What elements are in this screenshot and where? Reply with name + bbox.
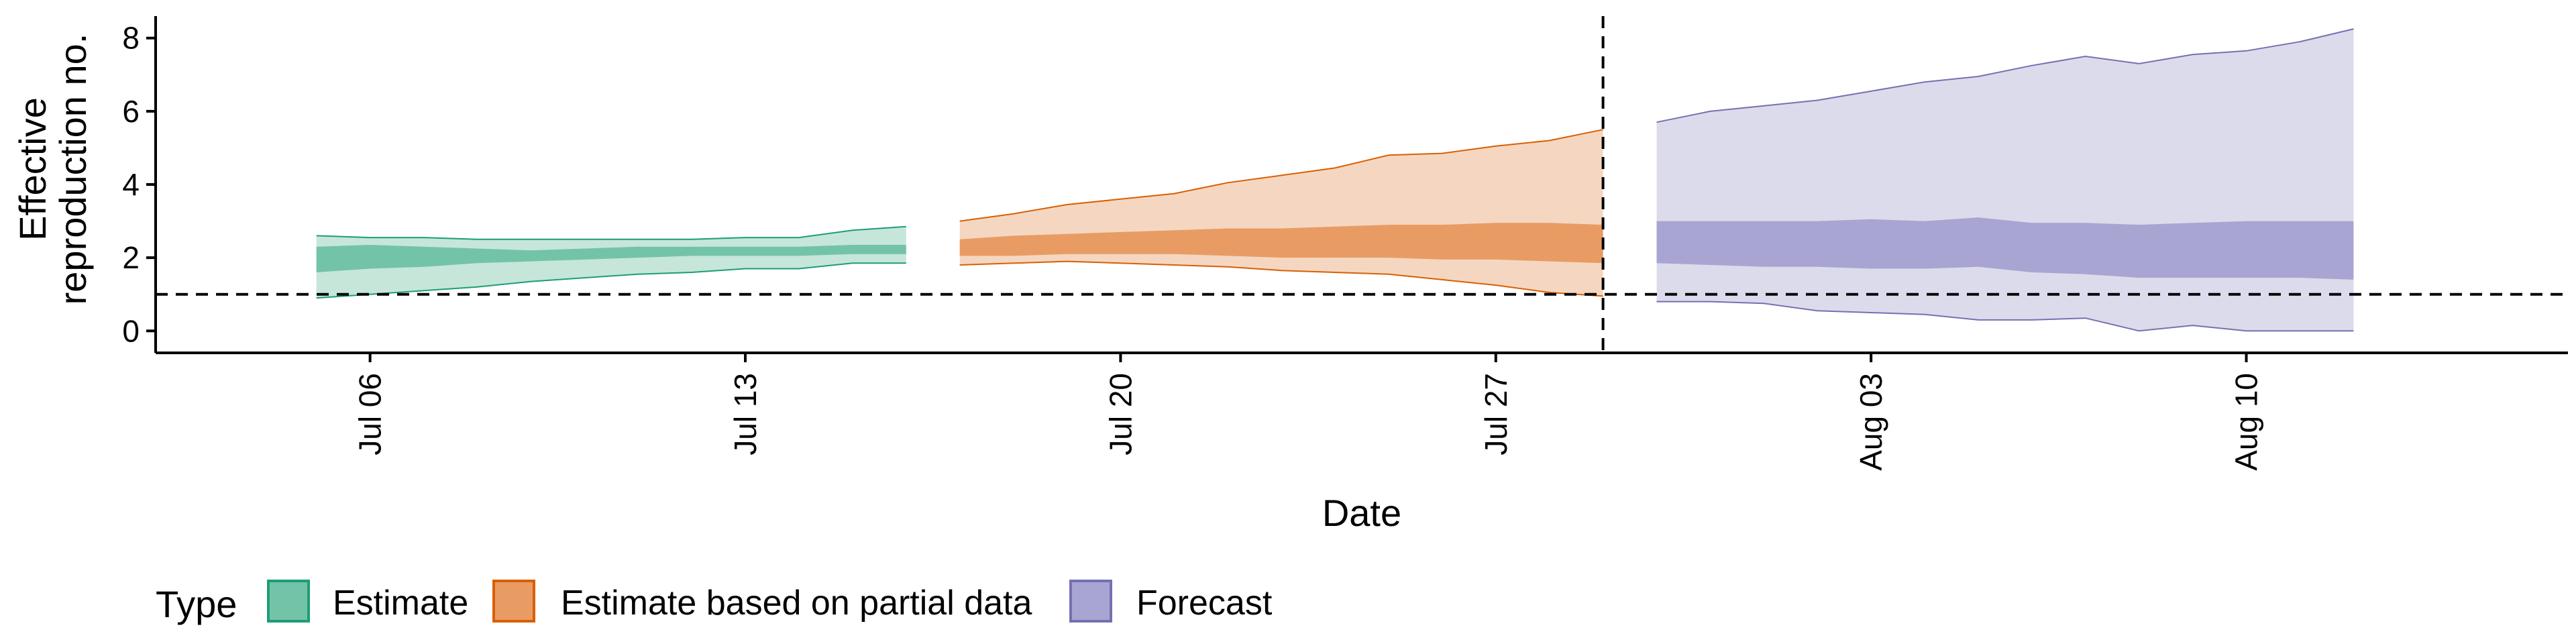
y-tick-label-6: 6 [122,94,140,129]
y-axis-title-line-1: Effective [11,97,54,241]
series-estimate-based-on-partial-data [959,129,1603,297]
x-tick-label-aug-10: Aug 10 [2229,373,2264,471]
y-tick-label-2: 2 [122,240,140,275]
legend: Type Estimate Estimate based on partial … [156,580,1273,625]
x-tick-label-jul-20: Jul 20 [1103,373,1138,455]
legend-title: Type [156,583,237,625]
y-tick-label-4: 4 [122,167,140,202]
x-tick-label-aug-03: Aug 03 [1854,373,1888,471]
y-tick-label-0: 0 [122,313,140,348]
x-tick-label-jul-13: Jul 13 [728,373,763,455]
band-50-estimate-based-on-partial-data [959,223,1603,264]
x-axis-title: Date [1322,492,1401,534]
y-tick-label-8: 8 [122,21,140,56]
band-90-estimate [316,226,906,299]
band-90-forecast [1656,29,2354,331]
x-tick-label-jul-27: Jul 27 [1479,373,1513,455]
y-axis-title-line-2: reproduction no. [52,34,94,305]
band-90-upper-edge-estimate [316,225,906,240]
series-forecast [1656,28,2354,332]
band-90-upper-edge-forecast [1656,28,2354,123]
legend-key-estimate-partial [492,580,535,623]
band-90-lower-edge-estimate [316,262,906,299]
band-90-upper-edge-estimate-based-on-partial-data [959,129,1603,222]
legend-label-estimate: Estimate [333,584,468,623]
band-90-lower-edge-forecast [1656,301,2354,332]
legend-label-forecast: Forecast [1136,584,1273,623]
band-90-lower-edge-estimate-based-on-partial-data [959,260,1603,297]
band-50-estimate [316,245,906,272]
legend-label-estimate-partial: Estimate based on partial data [561,584,1032,623]
x-tick-label-jul-06: Jul 06 [353,373,388,455]
series-estimate [316,225,906,299]
legend-key-forecast [1069,580,1112,623]
band-50-forecast [1656,217,2354,280]
plot-area [316,28,2354,332]
axes: 0 2 4 6 8 Jul 06 Jul 13 Jul 20 Jul 27 Aug 03 Aug 1… [122,16,2568,471]
legend-key-estimate [267,580,310,623]
